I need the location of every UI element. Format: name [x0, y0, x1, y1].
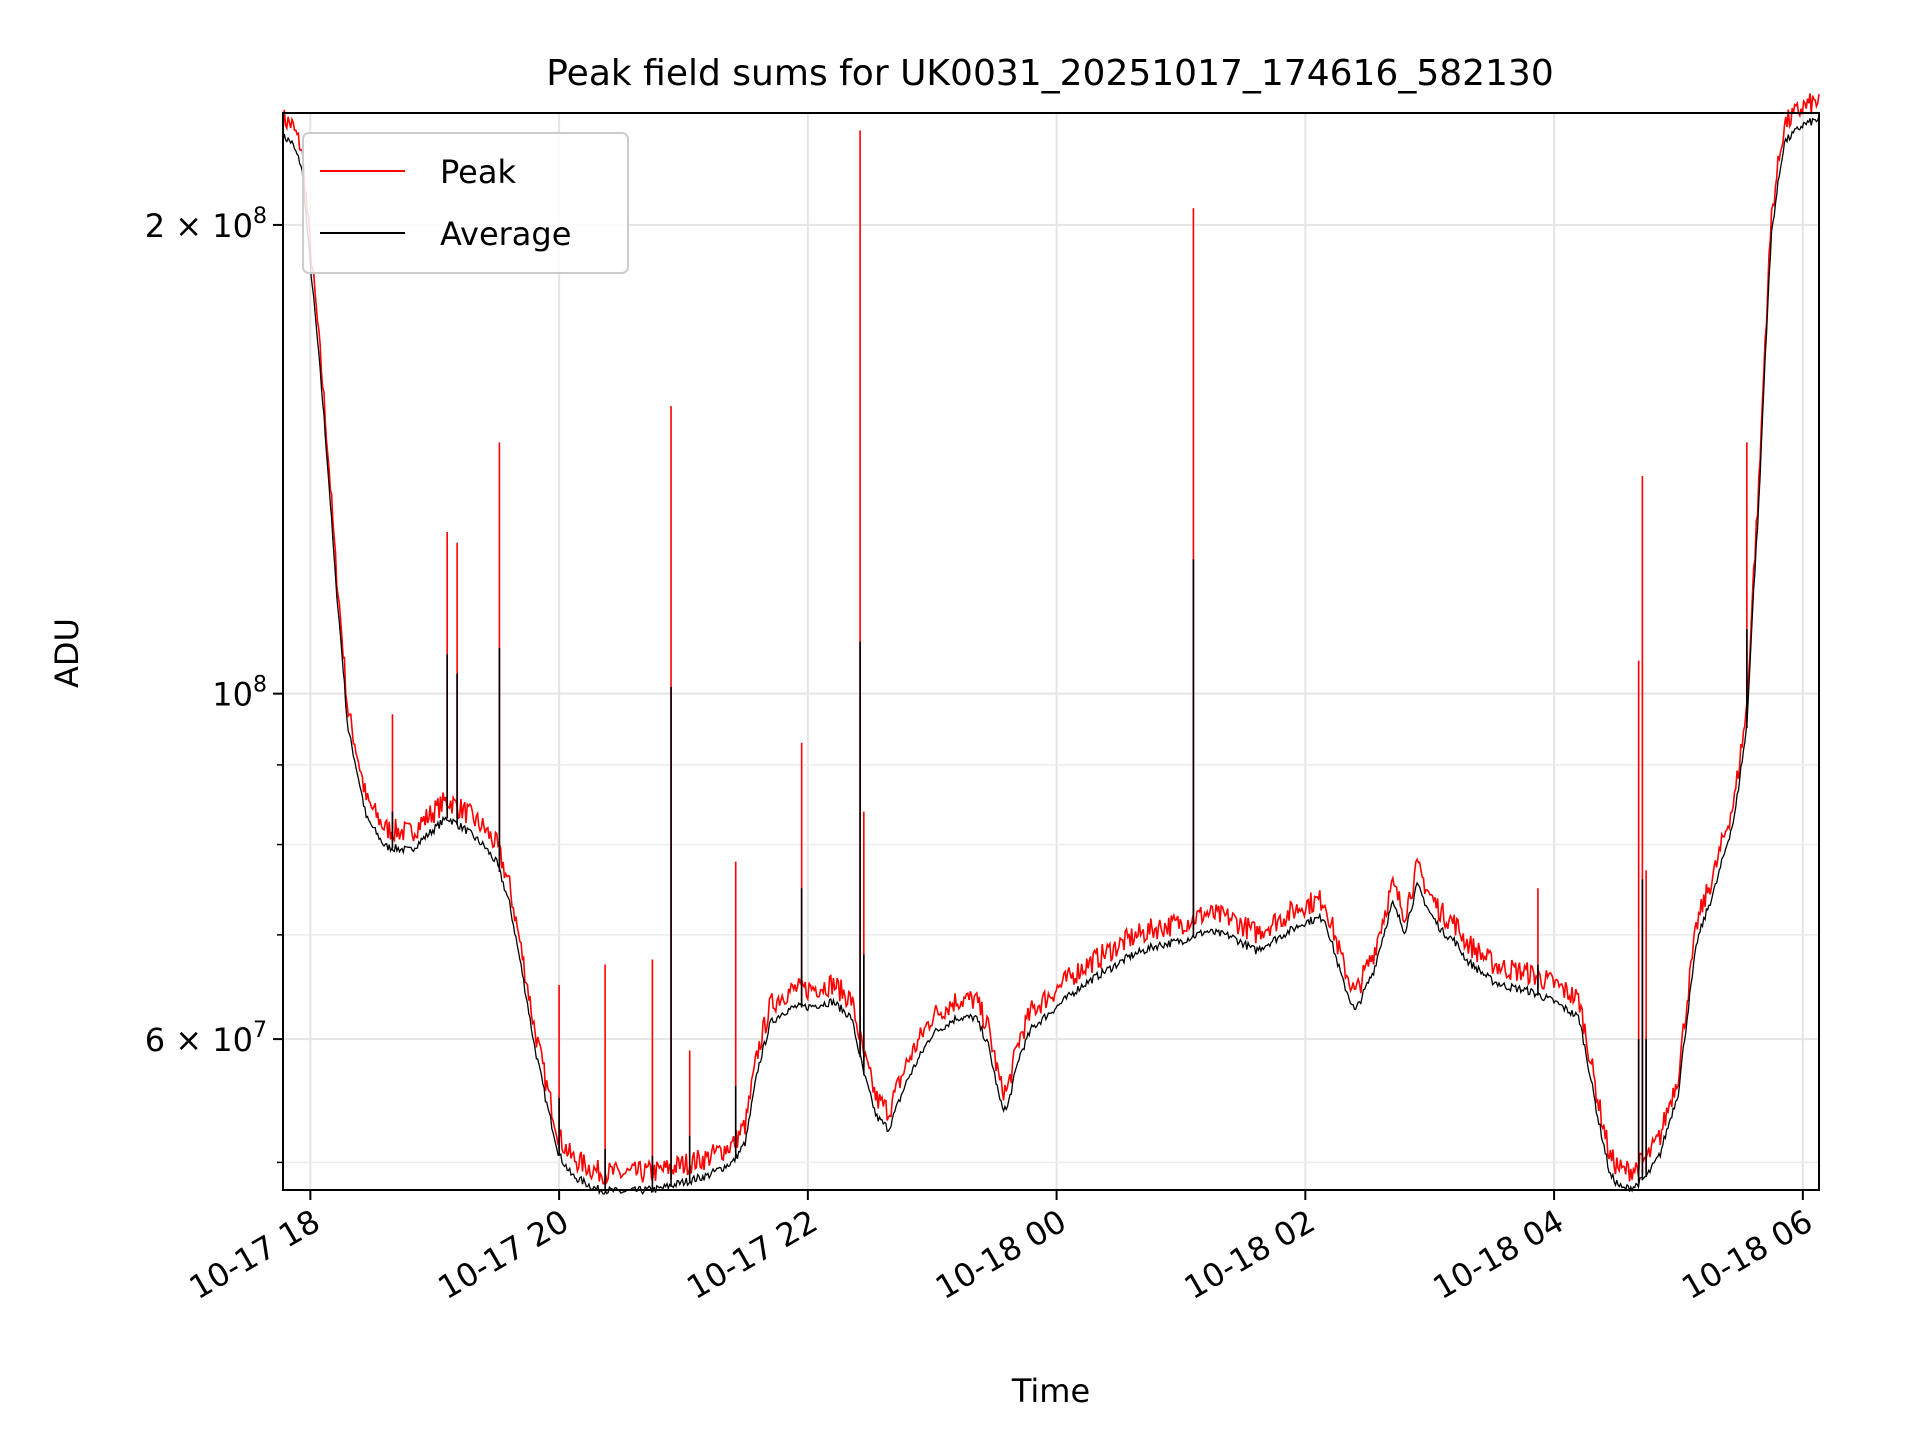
- series-peak-line: [282, 93, 1820, 1185]
- legend-label-peak: Peak: [440, 153, 516, 191]
- legend-box: [302, 132, 629, 274]
- legend: Peak Average: [302, 132, 629, 274]
- y-tick-label: 2 × 108: [145, 204, 267, 245]
- series-average-line: [282, 116, 1820, 1196]
- plot-frame: [282, 112, 1820, 1191]
- y-tick-label: 6 × 107: [145, 1018, 267, 1059]
- series-layer: [282, 93, 1820, 1196]
- legend-label-average: Average: [440, 215, 571, 253]
- chart-title: Peak field sums for UK0031_20251017_1746…: [546, 53, 1554, 94]
- y-axis-label: ADU: [48, 618, 86, 688]
- x-axis-label: Time: [1011, 1372, 1090, 1410]
